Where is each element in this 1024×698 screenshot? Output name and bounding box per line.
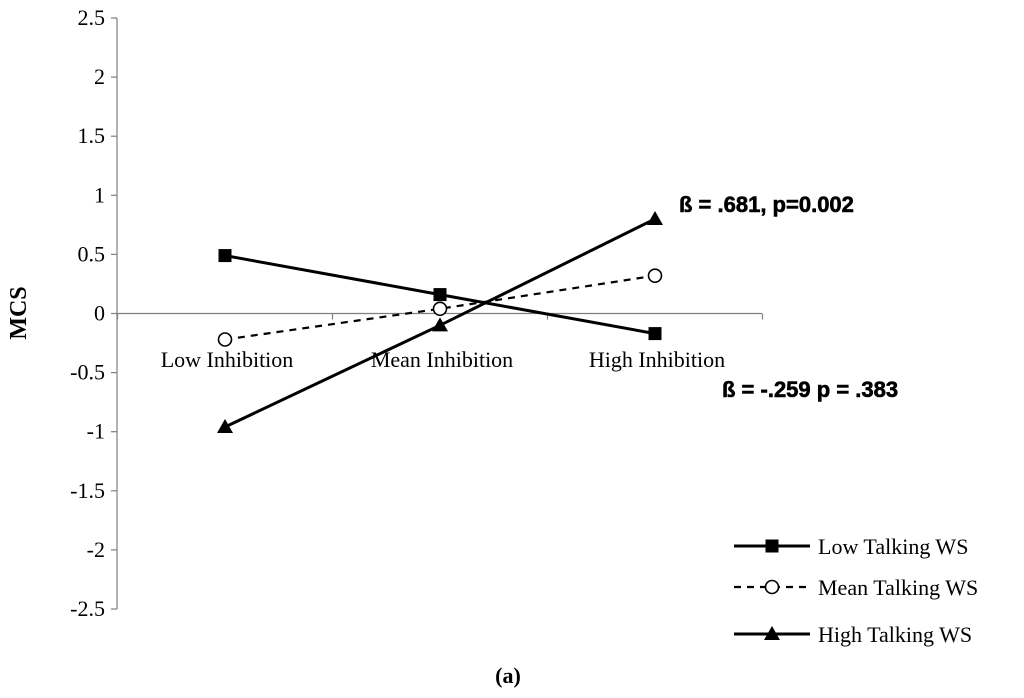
x-tick-label: Mean Inhibition — [371, 347, 513, 372]
y-tick-label: -1 — [87, 419, 105, 444]
legend-swatch-marker — [764, 579, 780, 595]
y-tick-label: 1 — [94, 182, 105, 207]
legend-item: Low Talking WS — [734, 534, 968, 559]
data-point — [432, 317, 448, 332]
y-tick-label: 0.5 — [78, 241, 106, 266]
data-point — [432, 301, 448, 317]
legend-label: Mean Talking WS — [818, 575, 978, 600]
data-point — [647, 210, 663, 225]
y-tick-label: 2 — [94, 64, 105, 89]
y-axis-label: MCS — [6, 286, 32, 339]
y-tick-label: -1.5 — [70, 478, 105, 503]
y-tick-label: 2.5 — [78, 5, 106, 30]
series-low-talking-ws — [218, 249, 662, 341]
legend-label: High Talking WS — [818, 622, 972, 647]
y-tick-label: -2.5 — [70, 596, 105, 621]
y-tick-label: 1.5 — [78, 123, 106, 148]
data-point — [217, 332, 233, 347]
y-tick-label: -2 — [87, 537, 105, 562]
legend: Low Talking WS Mean Talking WS High Talkin… — [734, 534, 978, 647]
legend-item: High Talking WS — [734, 622, 972, 647]
axes: 2.5 2 1.5 1 0.5 0 -0.5 -1 -1.5 -2 -2.5 Low Inhibiti… — [6, 5, 764, 621]
annotation-high-talking: ß = .681, p=0.002 — [679, 192, 854, 217]
y-tick-label: -0.5 — [70, 360, 105, 385]
x-tick-label: Low Inhibition — [161, 347, 294, 372]
annotation-low-talking: ß = -.259 p = .383 — [722, 377, 898, 402]
x-tick-label: High Inhibition — [589, 347, 725, 372]
data-point — [217, 418, 233, 433]
data-point — [218, 249, 232, 263]
series-mean-talking-ws — [217, 268, 663, 347]
legend-label: Low Talking WS — [818, 534, 968, 559]
caption: (a) — [495, 663, 521, 688]
legend-item: Mean Talking WS — [734, 575, 978, 600]
data-point — [648, 327, 662, 341]
series-layer — [217, 210, 663, 433]
legend-swatch-marker — [764, 626, 780, 640]
series-high-talking-ws — [217, 210, 663, 433]
y-tick-label: 0 — [94, 301, 105, 326]
data-point — [433, 288, 447, 302]
legend-swatch-marker — [765, 539, 779, 553]
data-point — [647, 268, 663, 283]
